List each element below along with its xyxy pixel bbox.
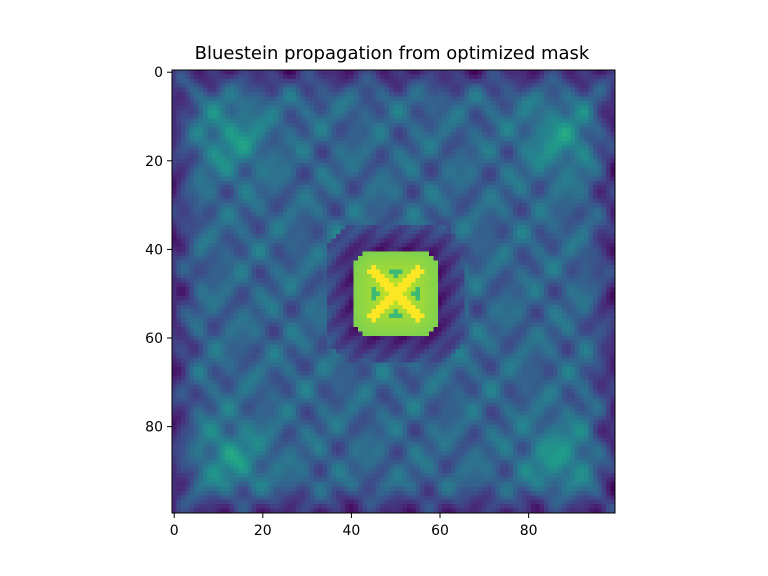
y-tick-label: 40 (145, 242, 163, 258)
y-tick-label: 20 (145, 154, 163, 170)
x-tick-label: 80 (520, 523, 538, 539)
y-tick-label: 80 (145, 420, 163, 436)
plot-frame (171, 69, 616, 514)
y-axis: 0 20 40 60 80 (145, 65, 172, 436)
heatmap-image (172, 70, 615, 513)
x-tick-label: 0 (170, 523, 179, 539)
x-tick-label: 40 (343, 523, 361, 539)
x-tick-label: 60 (431, 523, 449, 539)
x-tick-label: 20 (254, 523, 272, 539)
heatmap (172, 70, 615, 513)
chart-title: Bluestein propagation from optimized mas… (195, 43, 590, 64)
y-tick-label: 0 (154, 65, 163, 81)
x-axis: 0 20 40 60 80 (170, 513, 538, 539)
y-tick-label: 60 (145, 331, 163, 347)
